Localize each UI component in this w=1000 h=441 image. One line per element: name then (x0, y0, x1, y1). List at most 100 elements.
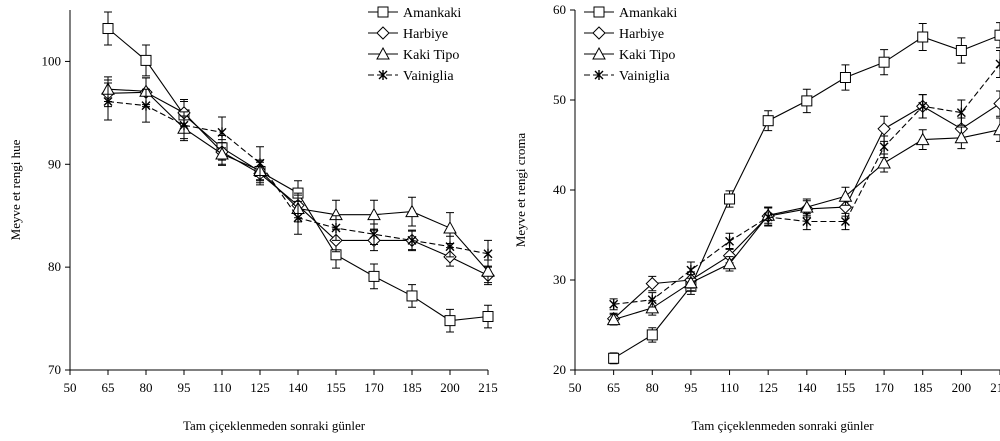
series-vainiglia (609, 50, 1000, 311)
data-point (956, 107, 966, 118)
legend-label: Kaki Tipo (403, 48, 459, 63)
y-tick-label: 60 (553, 2, 566, 17)
y-tick-label: 90 (48, 156, 61, 171)
data-point (217, 127, 227, 138)
data-point (955, 45, 967, 56)
x-tick-label: 125 (250, 380, 270, 395)
series-vainiglia (103, 82, 493, 268)
x-tick-label: 170 (874, 380, 894, 395)
data-point (646, 329, 658, 341)
series-kaki-tipo (101, 76, 495, 284)
data-point (406, 290, 418, 302)
y-tick-label: 30 (553, 272, 566, 287)
x-tick-label: 95 (178, 380, 191, 395)
legend-marker (377, 6, 389, 18)
x-tick-label: 200 (440, 380, 460, 395)
x-tick-label: 80 (646, 380, 659, 395)
y-tick-label: 80 (48, 259, 61, 274)
data-point (368, 270, 380, 282)
data-point (445, 241, 455, 252)
x-tick-label: 170 (364, 380, 384, 395)
legend-marker (376, 26, 390, 40)
legend-marker (376, 46, 390, 60)
data-point (482, 311, 494, 323)
plot-2: 50 65 80 95 110 125 140 155 170 185 200 215 20 30 40 50… (513, 2, 1000, 433)
data-point (405, 204, 419, 218)
data-point (647, 294, 657, 305)
data-point (369, 229, 379, 240)
data-point (838, 189, 853, 202)
data-point (367, 207, 381, 221)
data-point (995, 59, 1000, 69)
plot-1: 50 65 80 95 110 125 140 155 170 185 200 215 70 80 90 10… (8, 6, 498, 433)
y-tick-label: 20 (553, 362, 566, 377)
x-tick-label: 65 (102, 380, 115, 395)
legend-label: Harbiye (619, 27, 664, 42)
legend: Amankaki Harbiye Kaki Tipo Vainiglia (368, 6, 461, 84)
data-point (102, 23, 114, 35)
data-point (608, 352, 620, 364)
data-point (483, 248, 493, 259)
data-point (763, 212, 773, 222)
x-tick-label: 155 (326, 380, 346, 395)
data-point (725, 236, 735, 247)
legend-marker (592, 46, 606, 60)
legend-label: Kaki Tipo (619, 48, 675, 63)
x-tick-label: 215 (478, 380, 498, 395)
error-bar (996, 50, 1000, 78)
data-point (724, 193, 736, 205)
data-point (407, 235, 417, 246)
data-point (606, 312, 621, 326)
data-point (915, 132, 930, 146)
x-tick-label: 140 (288, 380, 308, 395)
data-point (444, 315, 456, 327)
x-tick-label: 215 (990, 380, 1000, 395)
data-point (954, 130, 969, 144)
x-tick-label: 50 (569, 380, 582, 395)
data-point (141, 100, 151, 111)
data-point (481, 264, 495, 277)
data-point (918, 101, 928, 112)
data-point (179, 120, 189, 131)
x-tick-label: 185 (913, 380, 933, 395)
x-tick-label: 185 (402, 380, 422, 395)
data-point (645, 276, 659, 291)
data-point (994, 29, 1000, 41)
x-tick-label: 140 (797, 380, 817, 395)
x-tick-label: 95 (684, 380, 697, 395)
error-bar (996, 22, 1000, 49)
data-point (609, 299, 619, 310)
error-bar (996, 90, 1000, 117)
legend-marker (593, 6, 605, 18)
x-tick-label: 155 (836, 380, 856, 395)
legend-marker (594, 70, 604, 80)
legend-label: Vainiglia (403, 69, 454, 84)
data-point (762, 115, 774, 127)
legend-label: Harbiye (403, 27, 448, 42)
data-point (801, 95, 813, 107)
data-point (293, 212, 303, 223)
data-point (877, 155, 891, 169)
data-point (686, 265, 696, 276)
x-tick-label: 200 (952, 380, 972, 395)
y-tick-label: 50 (553, 92, 566, 107)
y-axis-label: Meyve et rengi croma (513, 133, 528, 248)
data-point (879, 141, 889, 152)
x-axis-label: Tam çiçeklenmeden sonraki günler (691, 418, 874, 433)
data-point (917, 31, 929, 43)
y-tick-label: 40 (553, 182, 566, 197)
x-tick-label: 125 (758, 380, 778, 395)
series-amankaki (608, 22, 1000, 365)
data-point (993, 122, 1000, 136)
data-point (878, 56, 890, 68)
data-point (331, 223, 341, 234)
data-point (839, 72, 851, 83)
y-tick-label: 70 (48, 362, 61, 377)
legend-label: Amankaki (619, 6, 677, 21)
data-point (255, 158, 265, 169)
x-tick-label: 65 (607, 380, 620, 395)
error-bar (996, 117, 1000, 142)
data-point (215, 146, 229, 160)
legend-marker (378, 70, 388, 80)
